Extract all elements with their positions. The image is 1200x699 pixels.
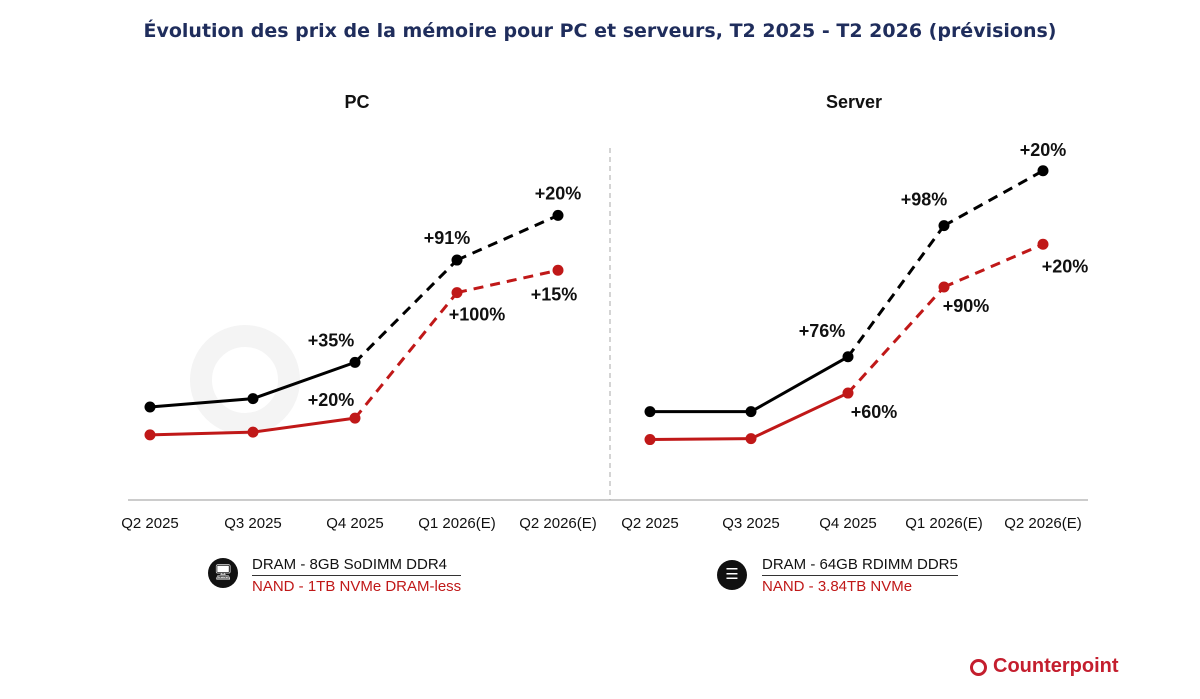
counterpoint-logo: Counterpoint [970,655,1119,678]
x-tick-label: Q4 2025 [819,515,877,532]
series-segment [353,291,459,420]
series-segment [456,268,559,295]
desktop-pc-icon: 🖥 [208,558,238,588]
data-point [745,433,757,445]
x-tick-label: Q1 2026(E) [905,515,983,532]
series-segment [456,214,559,262]
x-tick-label: Q2 2026(E) [1004,515,1082,532]
data-point [349,356,361,368]
series-segment [252,416,356,434]
data-label: +20% [1020,140,1067,160]
logo-text: Counterpoint [993,655,1119,677]
series-segment [252,360,356,401]
x-tick-label: Q3 2025 [224,515,282,532]
x-tick-label: Q2 2025 [621,515,679,532]
x-tick-label: Q4 2025 [326,515,384,532]
data-point [552,264,564,276]
legend-pc-nand: NAND - 1TB NVMe DRAM-less [252,578,462,595]
series-segment [846,224,946,358]
data-point [349,412,361,424]
series-segment [846,286,946,395]
data-label: +90% [943,296,990,316]
data-point [644,406,656,418]
x-tick-label: Q2 2025 [121,515,179,532]
series-segment [943,169,1044,227]
series-segment [149,430,254,437]
x-tick-label: Q3 2025 [722,515,780,532]
series-segment [943,242,1044,289]
data-point [1037,165,1049,177]
data-point [247,393,259,405]
series-segment [750,391,849,440]
data-point [644,434,656,446]
data-label: +35% [308,330,355,350]
legend-pc: DRAM - 8GB SoDIMM DDR4 NAND - 1TB NVMe D… [252,556,462,595]
data-point [144,429,156,441]
data-label: +98% [901,190,948,210]
data-label: +60% [851,402,898,422]
series-segment [149,397,254,409]
data-label: +20% [535,183,582,203]
server-rack-icon: ☰ [717,560,747,590]
chart-title: Évolution des prix de la mémoire pour PC… [143,20,1057,42]
data-point [144,401,156,413]
series-segment [353,259,459,364]
legend-server: DRAM - 64GB RDIMM DDR5 NAND - 3.84TB NVM… [762,556,958,595]
x-tick-label: Q1 2026(E) [418,515,496,532]
data-point [842,387,854,399]
series-segment [649,437,752,442]
legend-server-dram: DRAM - 64GB RDIMM DDR5 [762,556,958,576]
x-tick-label: Q2 2026(E) [519,515,597,532]
data-point [1037,238,1049,250]
data-point [451,287,463,299]
data-label: +76% [799,321,846,341]
data-label: +15% [531,284,578,304]
legend-server-nand: NAND - 3.84TB NVMe [762,578,913,595]
legend-pc-dram: DRAM - 8GB SoDIMM DDR4 [252,556,462,576]
data-label: +91% [424,228,471,248]
data-label: +20% [1042,256,1089,276]
data-label: +100% [449,305,506,325]
data-point [938,220,950,232]
data-point [451,254,463,266]
data-label: +20% [308,390,355,410]
data-point [938,281,950,293]
logo-mark-icon [970,659,987,676]
panel-title-pc: PC [344,92,369,112]
series-segment [750,355,849,413]
data-point [745,406,757,418]
data-point [842,351,854,363]
data-point [552,209,564,221]
panel-title-server: Server [826,92,882,112]
data-point [247,426,259,438]
